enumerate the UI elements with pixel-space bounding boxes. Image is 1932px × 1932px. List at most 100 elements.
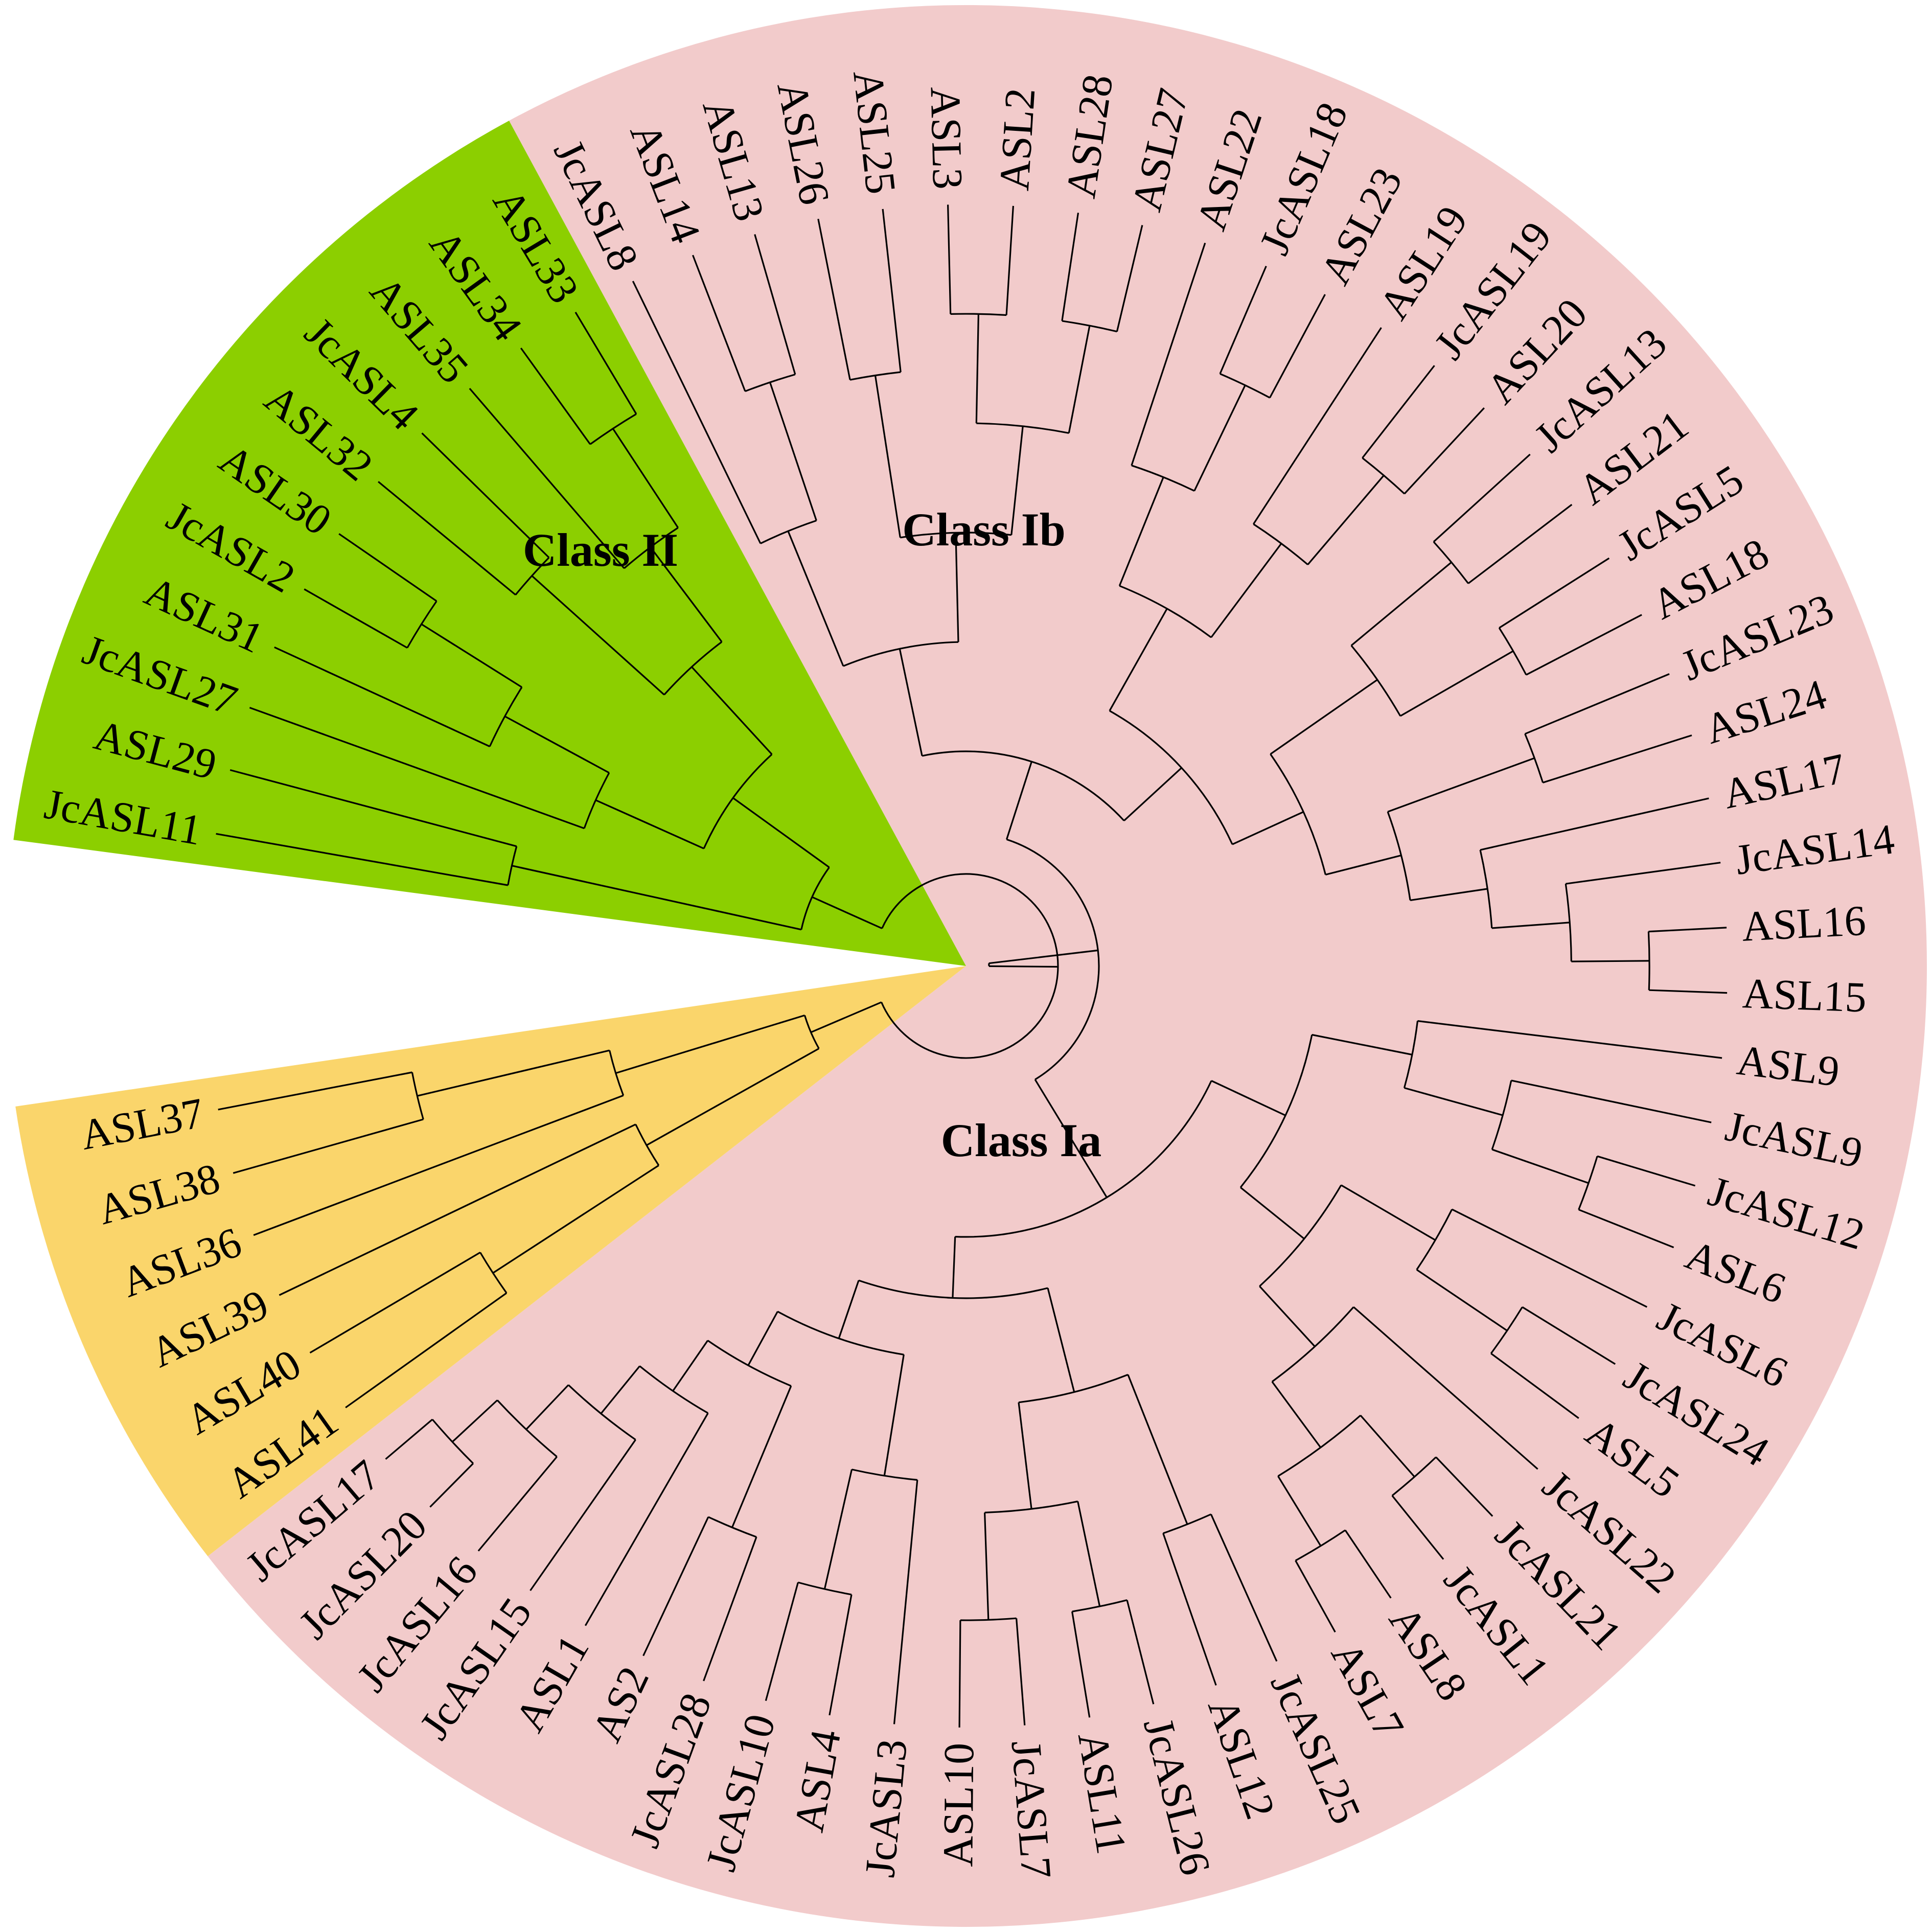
node-arc-47: [707, 1340, 792, 1387]
class-ib-sector: [13, 121, 966, 967]
leaf-branch: [1597, 1155, 1696, 1187]
node-arc-15: [1350, 645, 1401, 717]
node-arc-56: [515, 557, 550, 595]
node-arc-31: [1277, 1414, 1361, 1477]
node-arc-49: [858, 1279, 1048, 1299]
node-arc-8: [1220, 373, 1271, 399]
leaf-branch: [1131, 242, 1206, 466]
internal-branch: [1240, 1186, 1305, 1239]
leaf-branch: [1071, 1611, 1091, 1718]
leaf-branch: [1417, 1020, 1722, 1059]
node-arc-39: [1018, 1374, 1129, 1404]
internal-branch: [955, 533, 959, 642]
class-ib-label: Class Ib: [902, 503, 1066, 556]
leaf-branch: [1005, 205, 1014, 315]
leaf-branch: [1391, 1495, 1444, 1560]
leaf-branch: [1435, 1456, 1493, 1517]
node-arc-26: [1403, 1021, 1419, 1088]
leaf-branch: [1566, 862, 1721, 885]
internal-branch: [952, 1236, 956, 1298]
leaf-branch: [642, 1516, 709, 1657]
leaf-branch: [1353, 1306, 1538, 1470]
node-arc-16: [1524, 733, 1544, 783]
node-arc-6: [900, 532, 1011, 539]
leaf-branch: [947, 204, 952, 314]
internal-branch: [1193, 385, 1246, 492]
internal-branch: [1127, 1374, 1188, 1525]
node-arc-67: [881, 873, 1059, 1059]
internal-branch: [691, 666, 773, 755]
node-arc-18: [1565, 883, 1572, 962]
internal-branch: [1018, 1402, 1032, 1509]
node-arc-55: [583, 772, 610, 829]
node-arc-34: [1239, 1034, 1313, 1188]
node-arc-12: [1119, 585, 1212, 638]
leaf-branch: [530, 1439, 636, 1591]
internal-branch: [1400, 650, 1514, 717]
internal-branch: [1387, 757, 1535, 813]
leaf-label: ASL10: [934, 1742, 983, 1867]
node-arc-28: [1416, 1209, 1453, 1271]
leaf-label: ASL3: [922, 86, 972, 190]
leaf-branch: [829, 1594, 853, 1716]
node-arc-38: [984, 1500, 1078, 1513]
leaf-branch: [421, 432, 550, 559]
node-arc-64: [411, 1072, 424, 1120]
leaf-branch: [1543, 734, 1692, 784]
node-arc-54: [489, 686, 523, 747]
node-arc-50: [955, 1080, 1212, 1238]
internal-branch: [1271, 1381, 1322, 1448]
node-arc-48: [777, 1310, 904, 1355]
internal-branch: [731, 1385, 792, 1528]
node-arc-5: [976, 422, 1069, 434]
leaf-branch: [477, 1456, 558, 1552]
leaf-branch: [229, 769, 517, 847]
internal-branch: [1077, 1501, 1101, 1607]
leaf-branch: [309, 1252, 481, 1354]
node-arc-9: [1131, 465, 1195, 492]
node-arc-40: [797, 1581, 852, 1596]
internal-branch: [531, 575, 665, 696]
leaf-branch: [338, 533, 438, 602]
internal-branch: [1360, 1415, 1415, 1478]
internal-branch: [984, 1512, 990, 1620]
internal-branch: [646, 1048, 819, 1146]
internal-branch: [1410, 888, 1488, 901]
node-arc-42: [708, 1516, 757, 1538]
internal-branch: [1312, 1033, 1413, 1056]
leaf-label: JcASL7: [1002, 1739, 1060, 1880]
internal-branch: [1270, 679, 1378, 755]
node-arc-14: [1498, 627, 1527, 676]
leaf-branch: [632, 281, 762, 544]
leaf-branch: [703, 1536, 757, 1682]
node-arc-21: [1270, 753, 1326, 875]
node-arc-44: [496, 1399, 558, 1458]
internal-branch: [812, 896, 883, 929]
leaf-branch: [1404, 407, 1485, 495]
node-arc-2: [849, 371, 901, 381]
leaf-branch: [1219, 265, 1267, 375]
leaf-branch: [1116, 225, 1143, 332]
internal-branch: [1341, 1184, 1436, 1241]
leaf-label: ASL2: [991, 87, 1044, 192]
class-ia-sector: [208, 5, 1927, 1927]
node-arc-41: [852, 1468, 917, 1481]
leaf-branch: [469, 387, 625, 569]
internal-branch: [600, 1365, 640, 1414]
leaf-branch: [1126, 1600, 1155, 1705]
leaf-branch: [1452, 1208, 1648, 1308]
leaf-branch: [1344, 1529, 1392, 1599]
leaf-branch: [1499, 557, 1610, 629]
internal-branch: [650, 546, 723, 642]
internal-branch: [769, 382, 817, 521]
leaf-branch: [1525, 673, 1670, 735]
node-arc-33: [1259, 1184, 1342, 1287]
internal-branch: [1210, 543, 1282, 638]
leaf-branch: [1522, 1306, 1616, 1365]
node-arc-58: [624, 527, 679, 569]
class-ii-sector: [15, 966, 967, 1556]
leaf-branch: [574, 311, 637, 415]
leaf-branch: [1480, 797, 1709, 851]
node-arc-43: [431, 1419, 474, 1464]
